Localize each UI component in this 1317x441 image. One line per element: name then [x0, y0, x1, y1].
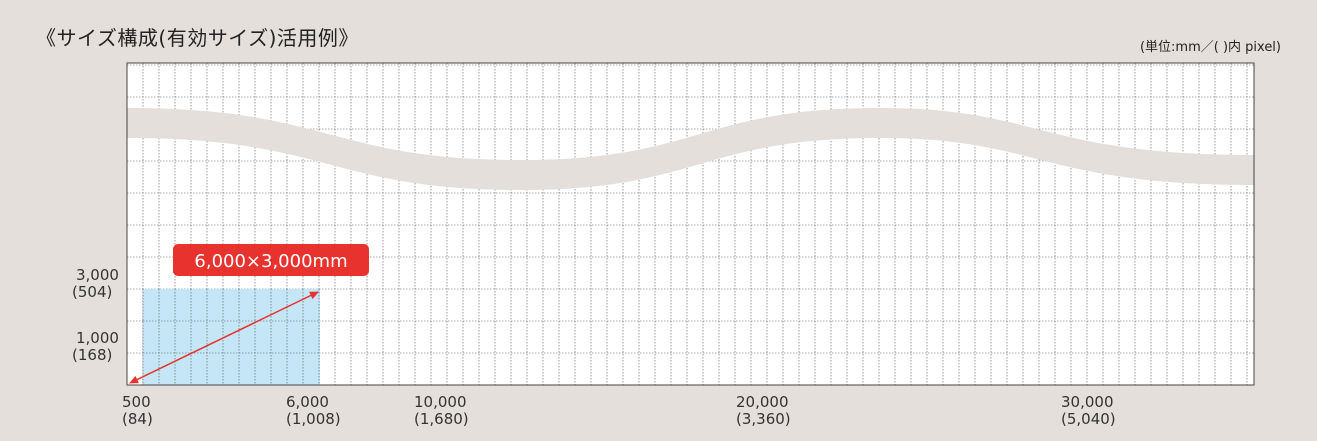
unit-note: (単位:mm／( )内 pixel)	[1139, 40, 1281, 55]
x-tick-pixel-label: (5,040)	[1061, 410, 1116, 428]
y-tick-pixel-label: (168)	[72, 346, 112, 364]
x-tick-label: 500	[122, 393, 151, 411]
y-tick-pixel-label: (504)	[72, 283, 112, 301]
x-tick-pixel-label: (1,008)	[286, 410, 341, 428]
x-tick-pixel-label: (1,680)	[414, 410, 469, 428]
callout-label: 6,000×3,000mm	[194, 251, 347, 272]
x-axis-labels: 500(84) 6,000(1,008) 10,000(1,680) 20,000(3…	[122, 393, 1116, 428]
x-tick-label: 10,000	[414, 393, 467, 411]
y-tick-label: 3,000	[76, 266, 119, 284]
x-tick-pixel-label: (84)	[122, 410, 153, 428]
x-tick-label: 20,000	[736, 393, 789, 411]
x-tick-pixel-label: (3,360)	[736, 410, 791, 428]
grid-border	[126, 62, 1255, 386]
dimension-arrow	[129, 291, 319, 384]
y-axis-labels: 3,000(504) 1,000(168)	[72, 266, 119, 364]
y-tick-label: 1,000	[76, 329, 119, 347]
callout-box	[173, 244, 369, 276]
page-title: 《サイズ構成(有効サイズ)活用例》	[36, 26, 359, 50]
wave-break	[127, 108, 1254, 190]
x-tick-label: 30,000	[1061, 393, 1114, 411]
x-tick-label: 6,000	[286, 393, 329, 411]
